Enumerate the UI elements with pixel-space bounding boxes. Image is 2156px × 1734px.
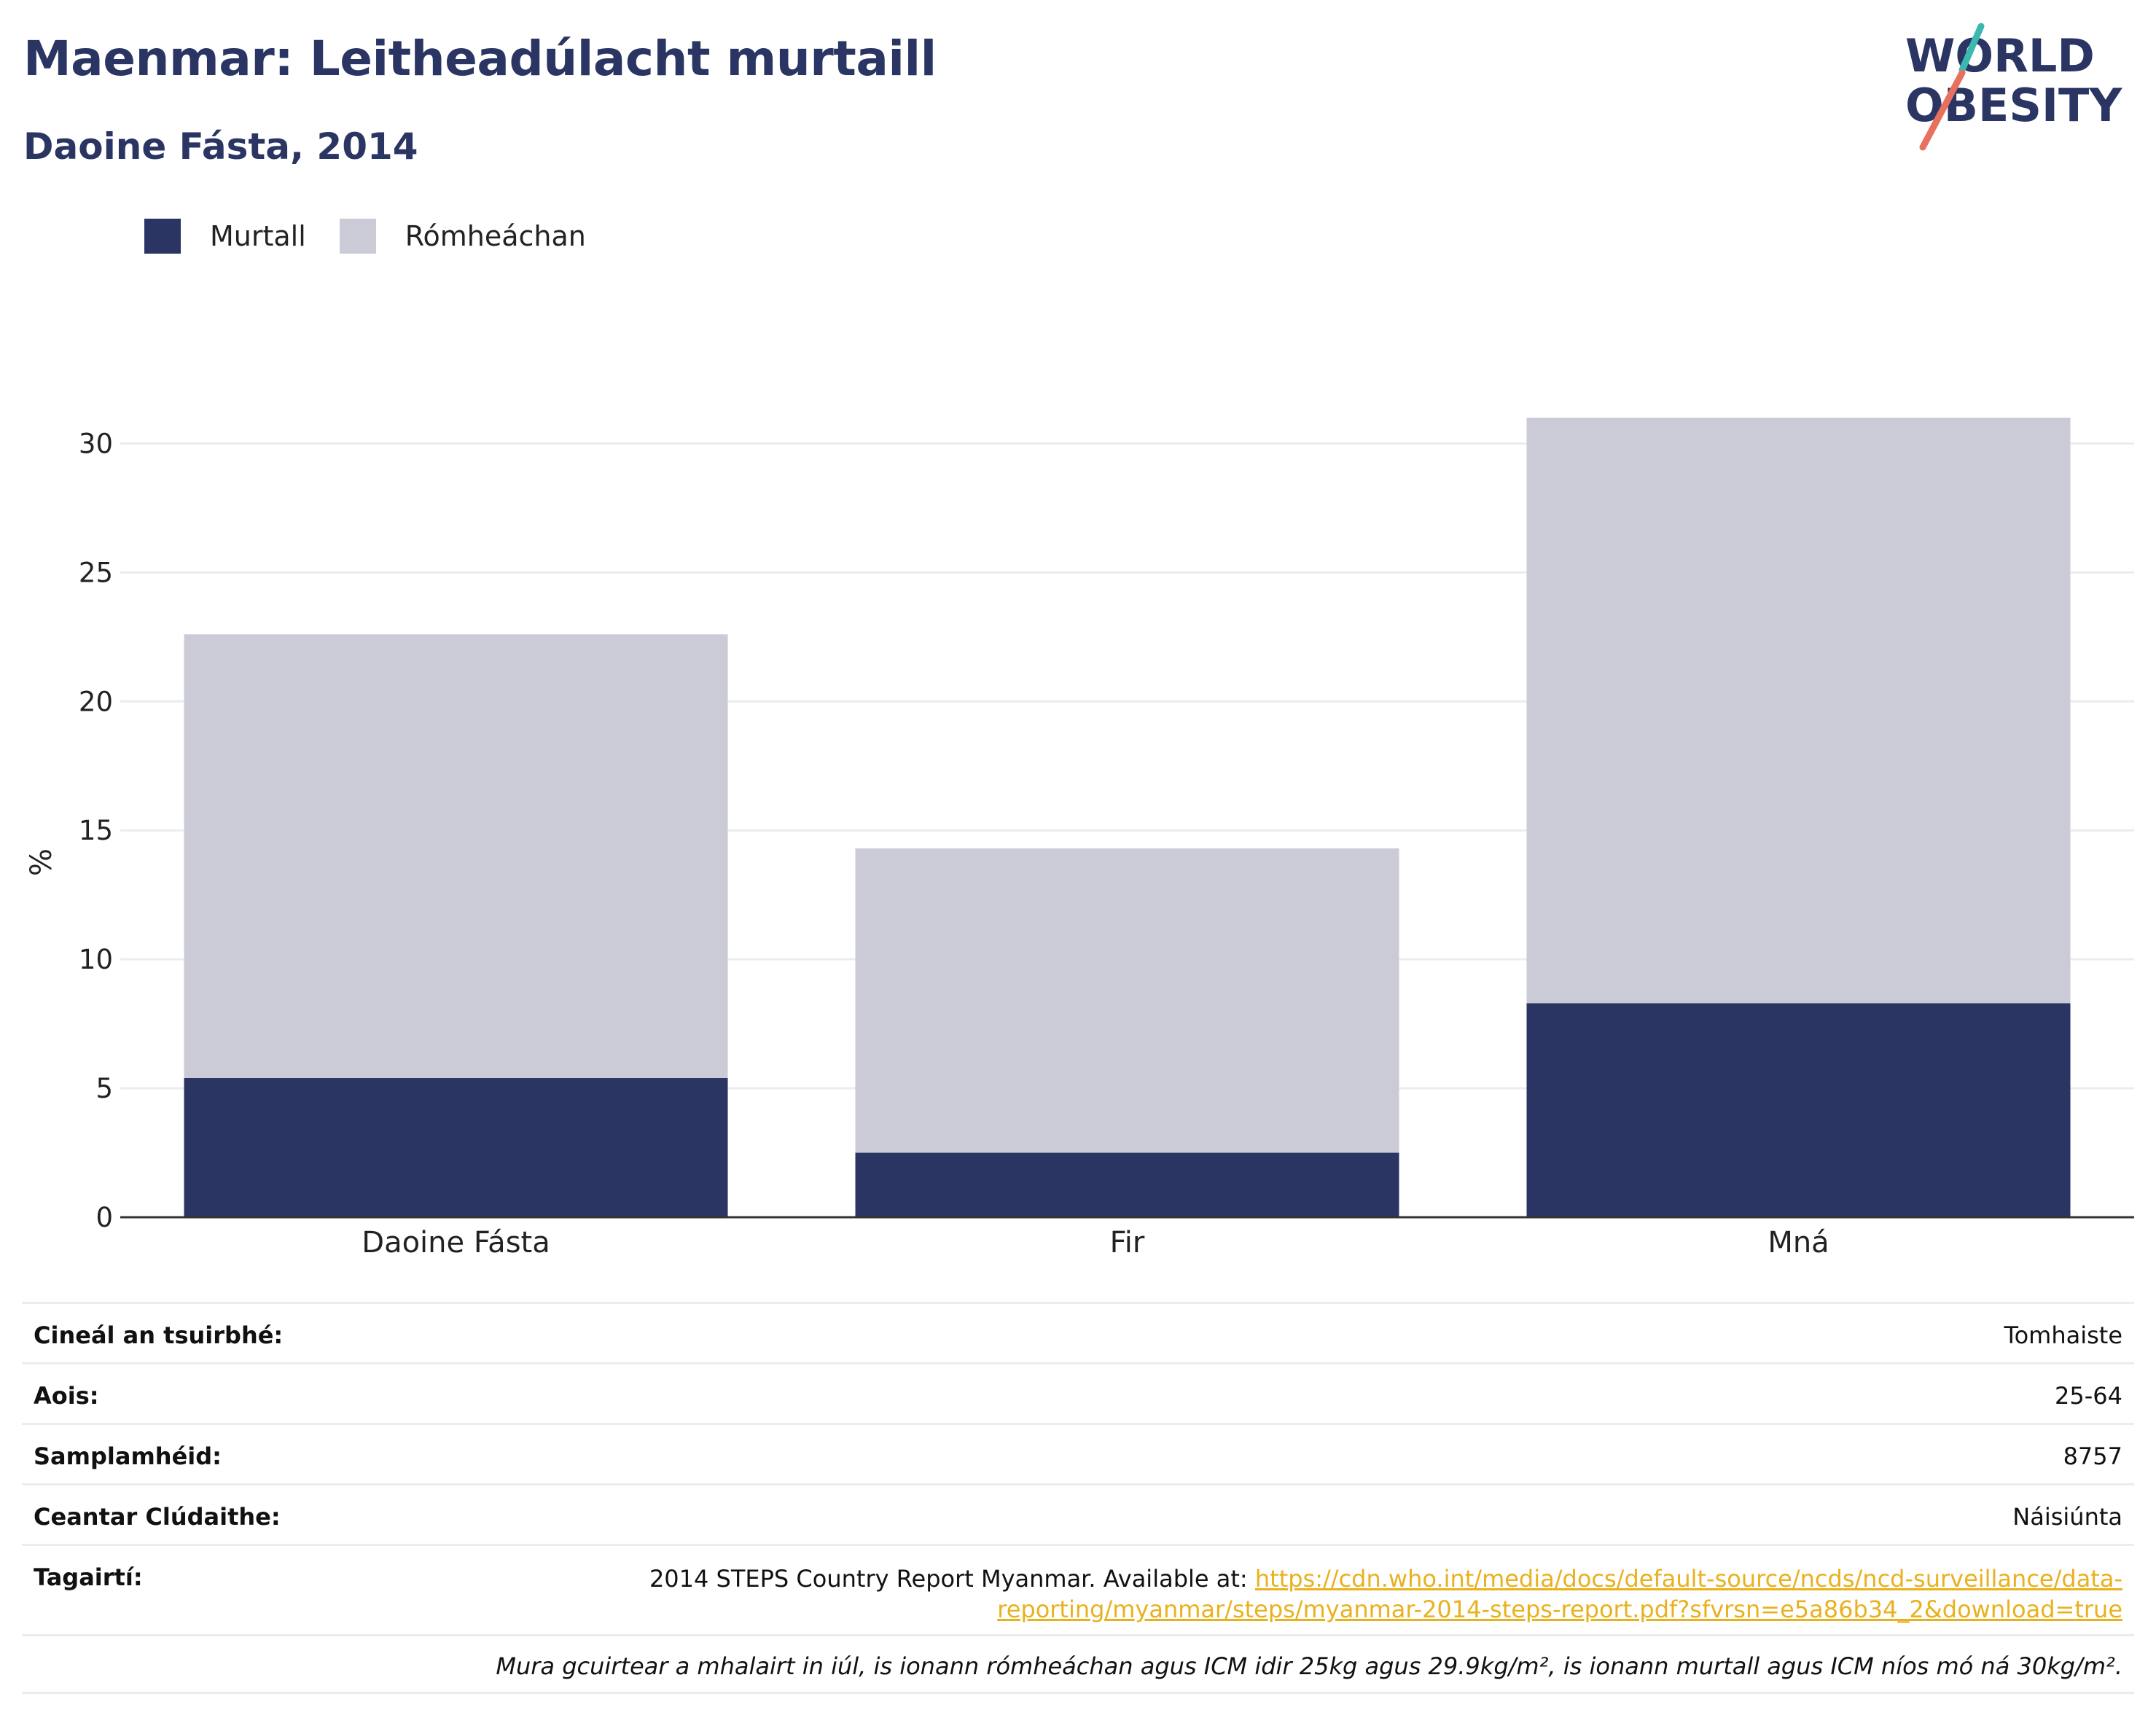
- chart-subtitle: Daoine Fásta, 2014: [23, 125, 418, 168]
- chart-title: Maenmar: Leitheadúlacht murtaill: [23, 31, 937, 87]
- survey-type-label: Cineál an tsuirbhé:: [34, 1321, 284, 1349]
- references-link-part2[interactable]: reporting/myanmar/steps/myanmar-2014-ste…: [997, 1596, 2122, 1623]
- age-value: 25-64: [2055, 1382, 2122, 1410]
- bar-chart: 0 5 10 15 20 25 30% Daoine Fásta Fir Mná: [25, 418, 2134, 1260]
- info-row-sample-size: Samplamhéid: 8757: [22, 1423, 2134, 1483]
- y-tick-label-10: 10: [79, 944, 113, 975]
- survey-info-table: Cineál an tsuirbhé: Tomhaiste Aois: 25-6…: [22, 1302, 2134, 1694]
- y-axis-label: %: [25, 848, 58, 876]
- y-tick-label-30: 30: [79, 428, 113, 459]
- bar-murtall-2: [1526, 1003, 2071, 1217]
- logo-line1: WORLD: [1905, 29, 2095, 82]
- info-row-references: Tagairtí: 2014 STEPS Country Report Myan…: [22, 1544, 2134, 1634]
- references-value: 2014 STEPS Country Report Myanmar. Avail…: [649, 1563, 2122, 1625]
- legend-item-murtall[interactable]: Murtall: [144, 219, 306, 254]
- references-line1: 2014 STEPS Country Report Myanmar. Avail…: [649, 1563, 2122, 1594]
- survey-type-value: Tomhaiste: [2004, 1321, 2122, 1349]
- info-row-survey-type: Cineál an tsuirbhé: Tomhaiste: [22, 1302, 2134, 1362]
- references-text: 2014 STEPS Country Report Myanmar. Avail…: [649, 1565, 1255, 1593]
- sample-size-label: Samplamhéid:: [34, 1442, 222, 1470]
- y-tick-label-20: 20: [79, 686, 113, 717]
- logo-slash-teal: [1958, 23, 1985, 74]
- references-label: Tagairtí:: [34, 1563, 143, 1591]
- legend-label-murtall: Murtall: [210, 220, 306, 252]
- bar-rmhechan-2: [1526, 418, 2071, 1004]
- coverage-label: Ceantar Clúdaithe:: [34, 1503, 281, 1531]
- y-tick-label-5: 5: [95, 1073, 113, 1104]
- y-tick-label-15: 15: [79, 815, 113, 846]
- coverage-value: Náisiúnta: [2012, 1503, 2122, 1531]
- legend-label-romheachan: Rómheáchan: [405, 220, 586, 252]
- age-label: Aois:: [34, 1382, 99, 1410]
- info-row-age: Aois: 25-64: [22, 1362, 2134, 1423]
- x-tick-label-0: Daoine Fásta: [362, 1226, 550, 1260]
- bar-murtall-1: [855, 1152, 1399, 1217]
- bar-rmhechan-0: [184, 634, 728, 1078]
- definition-note: Mura gcuirtear a mhalairt in iúl, is ion…: [496, 1652, 2122, 1680]
- legend-swatch-murtall: [144, 219, 181, 254]
- y-tick-label-0: 0: [95, 1202, 113, 1233]
- references-line2: reporting/myanmar/steps/myanmar-2014-ste…: [649, 1594, 2122, 1625]
- logo-slash-coral: [1919, 69, 1966, 151]
- x-tick-label-2: Mná: [1768, 1226, 1829, 1260]
- references-link-part1[interactable]: https://cdn.who.int/media/docs/default-s…: [1254, 1565, 2122, 1593]
- info-row-note: Mura gcuirtear a mhalairt in iúl, is ion…: [22, 1634, 2134, 1694]
- legend-item-romheachan[interactable]: Rómheáchan: [339, 219, 586, 254]
- chart-legend: Murtall Rómheáchan: [144, 217, 620, 255]
- bar-murtall-0: [184, 1077, 728, 1217]
- bar-rmhechan-1: [855, 848, 1399, 1153]
- y-tick-label-25: 25: [79, 557, 113, 588]
- info-row-coverage: Ceantar Clúdaithe: Náisiúnta: [22, 1483, 2134, 1544]
- sample-size-value: 8757: [2063, 1442, 2122, 1470]
- world-obesity-logo: WORLD OBESITY: [1905, 23, 2122, 151]
- legend-swatch-romheachan: [339, 219, 376, 254]
- x-tick-label-1: Fir: [1110, 1226, 1145, 1260]
